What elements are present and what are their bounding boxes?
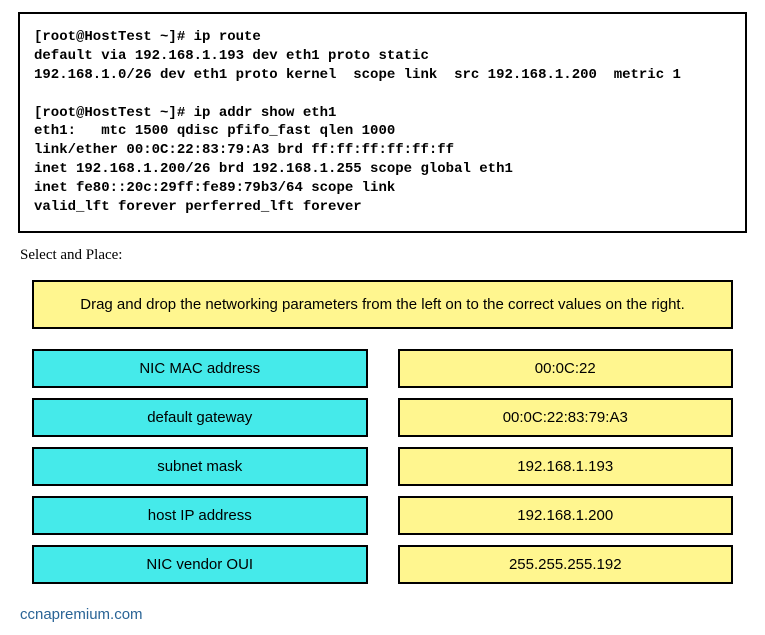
chip-label: host IP address — [148, 507, 252, 524]
instruction-text: Drag and drop the networking parameters … — [80, 296, 685, 313]
terminal-line: valid_lft forever perferred_lft forever — [34, 199, 362, 215]
target-column: 00:0C:22 00:0C:22:83:79:A3 192.168.1.193… — [398, 349, 734, 584]
instruction-bar: Drag and drop the networking parameters … — [32, 280, 733, 329]
target-chip-2[interactable]: 192.168.1.193 — [398, 447, 734, 486]
chip-label: default gateway — [147, 409, 252, 426]
terminal-line: inet 192.168.1.200/26 brd 192.168.1.255 … — [34, 161, 513, 177]
chip-label: NIC MAC address — [139, 360, 260, 377]
target-chip-0[interactable]: 00:0C:22 — [398, 349, 734, 388]
chip-label: NIC vendor OUI — [146, 556, 253, 573]
source-column: NIC MAC address default gateway subnet m… — [32, 349, 368, 584]
drag-drop-area: NIC MAC address default gateway subnet m… — [32, 349, 733, 584]
terminal-line: [root@HostTest ~]# ip route — [34, 29, 261, 45]
chip-label: 00:0C:22 — [535, 360, 596, 377]
source-chip-nic-mac[interactable]: NIC MAC address — [32, 349, 368, 388]
source-chip-nic-oui[interactable]: NIC vendor OUI — [32, 545, 368, 584]
terminal-line: 192.168.1.0/26 dev eth1 proto kernel sco… — [34, 67, 681, 83]
source-chip-default-gateway[interactable]: default gateway — [32, 398, 368, 437]
chip-label: 192.168.1.200 — [517, 507, 613, 524]
terminal-line: link/ether 00:0C:22:83:79:A3 brd ff:ff:f… — [34, 142, 454, 158]
terminal-line: eth1: mtc 1500 qdisc pfifo_fast qlen 100… — [34, 123, 395, 139]
chip-label: subnet mask — [157, 458, 242, 475]
target-chip-4[interactable]: 255.255.255.192 — [398, 545, 734, 584]
terminal-line: inet fe80::20c:29ff:fe89:79b3/64 scope l… — [34, 180, 395, 196]
chip-label: 00:0C:22:83:79:A3 — [503, 409, 628, 426]
terminal-line: [root@HostTest ~]# ip addr show eth1 — [34, 105, 336, 121]
source-chip-subnet-mask[interactable]: subnet mask — [32, 447, 368, 486]
source-chip-host-ip[interactable]: host IP address — [32, 496, 368, 535]
target-chip-1[interactable]: 00:0C:22:83:79:A3 — [398, 398, 734, 437]
watermark: ccnapremium.com — [20, 606, 747, 623]
target-chip-3[interactable]: 192.168.1.200 — [398, 496, 734, 535]
terminal-output: [root@HostTest ~]# ip route default via … — [18, 12, 747, 233]
chip-label: 255.255.255.192 — [509, 556, 622, 573]
terminal-line: default via 192.168.1.193 dev eth1 proto… — [34, 48, 429, 64]
chip-label: 192.168.1.193 — [517, 458, 613, 475]
select-place-label: Select and Place: — [20, 247, 747, 264]
